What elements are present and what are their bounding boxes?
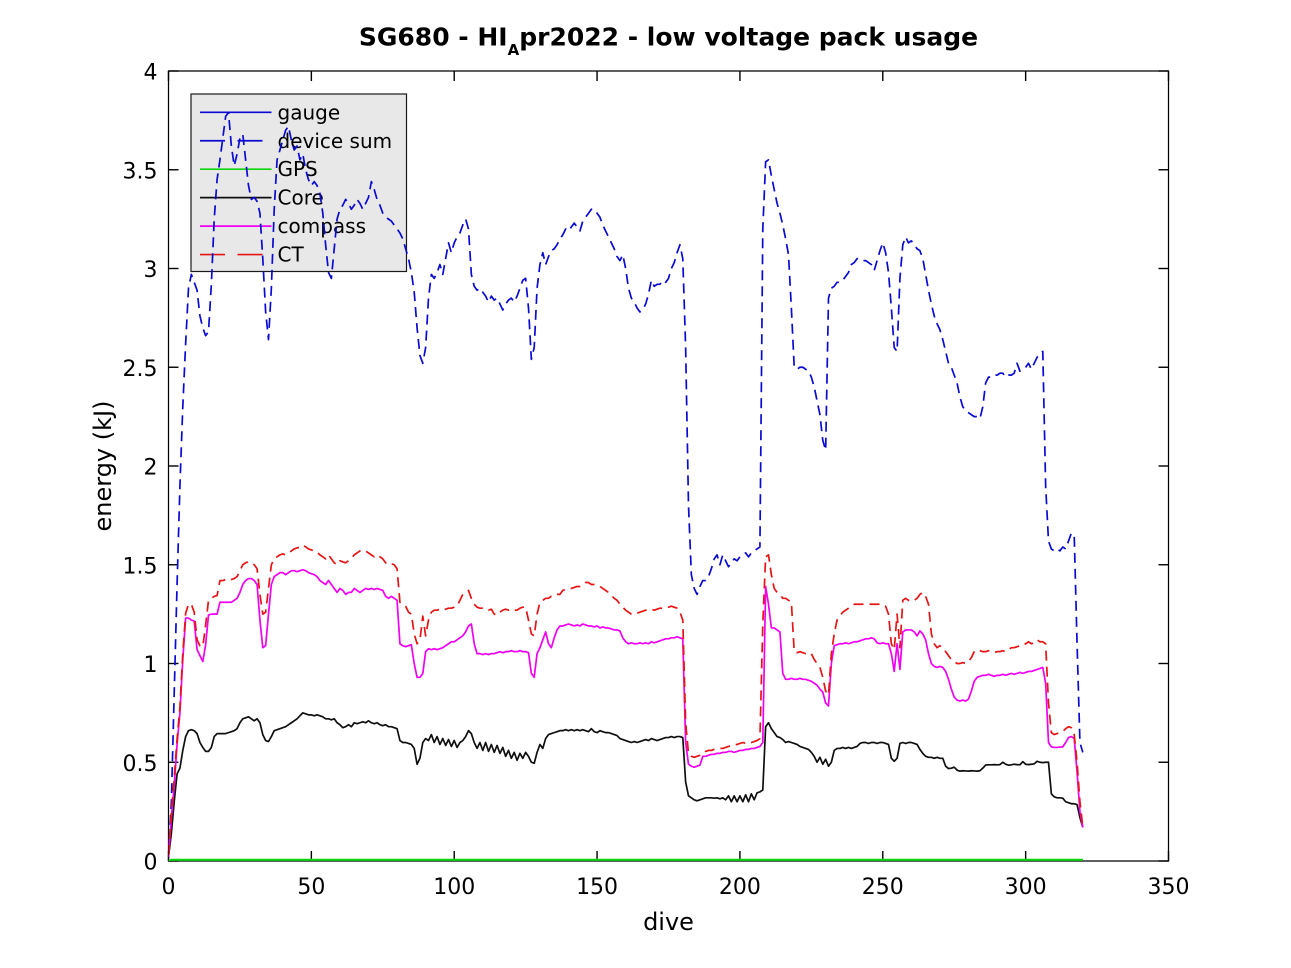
series-device-sum xyxy=(168,111,1084,858)
legend-item-gauge: gauge xyxy=(200,100,340,124)
x-tick-label: 350 xyxy=(1148,875,1190,900)
x-tick-label: 300 xyxy=(1005,875,1047,900)
series-core xyxy=(168,712,1084,858)
series-compass xyxy=(168,568,1084,858)
y-tick-label: 0.5 xyxy=(123,752,158,777)
y-tick-label: 3.5 xyxy=(123,159,158,184)
y-tick-label: 1.5 xyxy=(123,554,158,579)
legend-label: CT xyxy=(278,243,305,267)
x-tick-label: 50 xyxy=(297,875,325,900)
y-tick-label: 3 xyxy=(144,258,158,283)
legend-item-device-sum: device sum xyxy=(200,129,392,153)
x-tick-label: 200 xyxy=(719,875,761,900)
y-tick-label: 2 xyxy=(144,456,158,481)
legend-item-ct: CT xyxy=(200,243,304,267)
legend-item-core: Core xyxy=(200,186,324,210)
series-ct xyxy=(168,544,1084,856)
y-tick-label: 1 xyxy=(144,653,158,678)
legend-label: device sum xyxy=(278,129,393,153)
x-tick-label: 250 xyxy=(862,875,904,900)
y-tick-label: 2.5 xyxy=(123,357,158,382)
y-axis-label: energy (kJ) xyxy=(89,401,117,532)
legend-item-gps: GPS xyxy=(200,157,318,181)
x-tick-label: 150 xyxy=(576,875,618,900)
legend-label: compass xyxy=(278,214,367,238)
y-tick-label: 4 xyxy=(144,61,158,86)
x-axis-label: dive xyxy=(643,908,694,936)
y-tick-label: 0 xyxy=(144,851,158,876)
series-lines xyxy=(168,111,1084,861)
x-tick-label: 100 xyxy=(433,875,475,900)
legend-label: gauge xyxy=(278,100,341,124)
legend-label: GPS xyxy=(278,157,318,181)
legend-label: Core xyxy=(278,186,324,210)
legend-item-compass: compass xyxy=(200,214,366,238)
chart-title: SG680 - HIApr2022 - low voltage pack usa… xyxy=(359,23,978,60)
x-tick-label: 0 xyxy=(162,875,176,900)
legend: gauge device sum GPS Core compass CT xyxy=(190,93,408,273)
series-gps xyxy=(168,858,1083,861)
